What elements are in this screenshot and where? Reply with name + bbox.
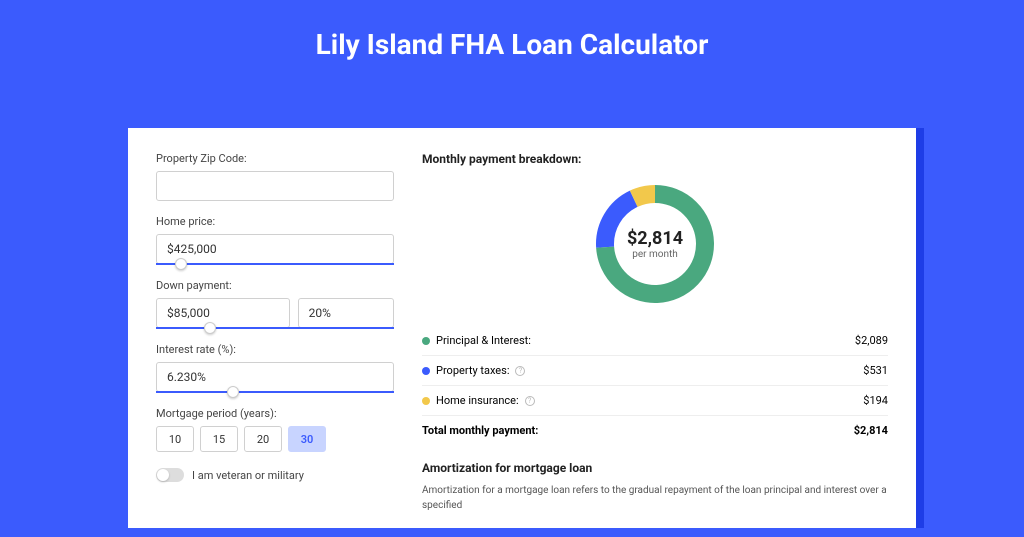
total-label: Total monthly payment: bbox=[422, 424, 538, 437]
legend-dot bbox=[422, 367, 430, 375]
donut-value: $2,814 bbox=[627, 228, 683, 249]
interest-rate-label: Interest rate (%): bbox=[156, 343, 394, 356]
breakdown-item-value: $2,089 bbox=[855, 334, 888, 347]
breakdown-item-label: Property taxes: bbox=[436, 364, 509, 377]
period-row: 10152030 bbox=[156, 426, 394, 452]
zip-label: Property Zip Code: bbox=[156, 152, 394, 165]
home-price-label: Home price: bbox=[156, 215, 394, 228]
period-button-15[interactable]: 15 bbox=[200, 426, 238, 452]
home-price-input[interactable] bbox=[156, 234, 394, 264]
down-payment-slider-thumb[interactable] bbox=[204, 322, 216, 334]
period-field: Mortgage period (years): 10152030 bbox=[156, 407, 394, 452]
calculator-card: Property Zip Code: Home price: Down paym… bbox=[128, 128, 916, 528]
veteran-label: I am veteran or military bbox=[192, 469, 304, 482]
help-icon[interactable]: ? bbox=[525, 396, 535, 406]
page-title: Lily Island FHA Loan Calculator bbox=[0, 0, 1024, 79]
donut-chart: $2,814 per month bbox=[422, 180, 888, 308]
veteran-toggle[interactable] bbox=[156, 468, 184, 482]
total-value: $2,814 bbox=[854, 424, 888, 437]
interest-rate-input[interactable] bbox=[156, 362, 394, 392]
down-payment-input[interactable] bbox=[156, 298, 290, 328]
total-row: Total monthly payment: $2,814 bbox=[422, 416, 888, 445]
donut-arc bbox=[634, 194, 655, 199]
legend-dot bbox=[422, 397, 430, 405]
breakdown-row: Principal & Interest: $2,089 bbox=[422, 326, 888, 356]
breakdown-item-label: Principal & Interest: bbox=[436, 334, 531, 347]
breakdown-column: Monthly payment breakdown: $2,814 per mo… bbox=[422, 152, 888, 513]
period-button-30[interactable]: 30 bbox=[288, 426, 326, 452]
form-column: Property Zip Code: Home price: Down paym… bbox=[156, 152, 394, 513]
page-root: Lily Island FHA Loan Calculator Property… bbox=[0, 0, 1024, 512]
amortization-title: Amortization for mortgage loan bbox=[422, 461, 888, 475]
down-payment-pct-input[interactable] bbox=[298, 298, 394, 328]
amortization-text: Amortization for a mortgage loan refers … bbox=[422, 483, 888, 513]
breakdown-row: Home insurance:? $194 bbox=[422, 386, 888, 416]
breakdown-row: Property taxes:? $531 bbox=[422, 356, 888, 386]
home-price-slider-thumb[interactable] bbox=[175, 258, 187, 270]
legend-dot bbox=[422, 337, 430, 345]
home-price-field: Home price: bbox=[156, 215, 394, 265]
breakdown-item-value: $531 bbox=[863, 364, 888, 377]
donut-center: $2,814 per month bbox=[627, 228, 683, 260]
down-payment-slider[interactable] bbox=[156, 327, 394, 329]
home-price-slider[interactable] bbox=[156, 263, 394, 265]
period-button-20[interactable]: 20 bbox=[244, 426, 282, 452]
interest-rate-slider-thumb[interactable] bbox=[227, 386, 239, 398]
interest-rate-field: Interest rate (%): bbox=[156, 343, 394, 393]
period-button-10[interactable]: 10 bbox=[156, 426, 194, 452]
line-items: Principal & Interest: $2,089 Property taxe… bbox=[422, 326, 888, 416]
down-payment-field: Down payment: bbox=[156, 279, 394, 329]
breakdown-item-value: $194 bbox=[863, 394, 888, 407]
zip-input[interactable] bbox=[156, 171, 394, 201]
period-label: Mortgage period (years): bbox=[156, 407, 394, 420]
breakdown-title: Monthly payment breakdown: bbox=[422, 152, 888, 166]
interest-rate-slider[interactable] bbox=[156, 391, 394, 393]
donut-sub: per month bbox=[627, 249, 683, 260]
help-icon[interactable]: ? bbox=[515, 366, 525, 376]
veteran-row: I am veteran or military bbox=[156, 468, 394, 482]
down-payment-label: Down payment: bbox=[156, 279, 394, 292]
card-inner: Property Zip Code: Home price: Down paym… bbox=[128, 128, 916, 537]
breakdown-item-label: Home insurance: bbox=[436, 394, 519, 407]
zip-field: Property Zip Code: bbox=[156, 152, 394, 201]
